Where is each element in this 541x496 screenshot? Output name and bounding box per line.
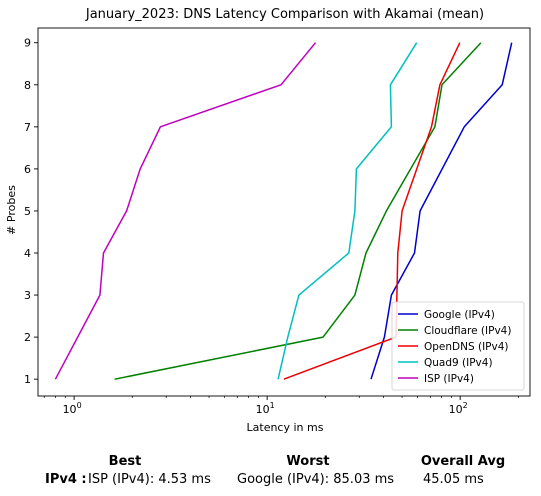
summary-row-label: IPv4 : [45,472,87,487]
summary-header-best: Best [108,454,142,469]
y-axis-label: # Probes [5,185,18,235]
chart-title: January_2023: DNS Latency Comparison wit… [85,7,484,22]
y-tick-label: 3 [24,289,31,302]
legend-label: Google (IPv4) [424,309,495,321]
x-tick-label: 100 [63,401,82,416]
y-tick-label: 4 [24,247,31,260]
legend-label: OpenDNS (IPv4) [424,341,509,353]
y-tick-label: 5 [24,205,31,218]
x-axis-label: Latency in ms [247,421,324,434]
legend-label: ISP (IPv4) [424,373,474,385]
summary-best-value: ISP (IPv4): 4.53 ms [88,472,211,487]
latency-chart: January_2023: DNS Latency Comparison wit… [5,7,531,434]
summary-header-worst: Worst [286,454,330,469]
y-tick-label: 9 [24,37,31,50]
series-line-1 [114,42,482,380]
summary-avg-value: 45.05 ms [423,472,484,487]
summary-header-avg: Overall Avg [420,454,506,469]
series-line-4 [54,42,317,380]
plot-frame [37,27,531,397]
summary-worst-value: Google (IPv4): 85.03 ms [237,472,395,487]
y-tick-label: 1 [24,373,31,386]
legend-box [391,301,525,391]
series-line-3 [277,42,418,380]
x-tick-label: 102 [449,401,468,416]
x-tick-label: 101 [256,401,275,416]
y-tick-label: 7 [24,121,31,134]
series-line-0 [370,42,513,380]
summary-table: Best Worst Overall Avg IPv4 : ISP (IPv4)… [0,446,541,496]
legend-label: Cloudflare (IPv4) [424,325,511,337]
legend-label: Quad9 (IPv4) [424,357,493,369]
y-tick-label: 6 [24,163,31,176]
y-tick-label: 8 [24,79,31,92]
y-tick-label: 2 [24,331,31,344]
